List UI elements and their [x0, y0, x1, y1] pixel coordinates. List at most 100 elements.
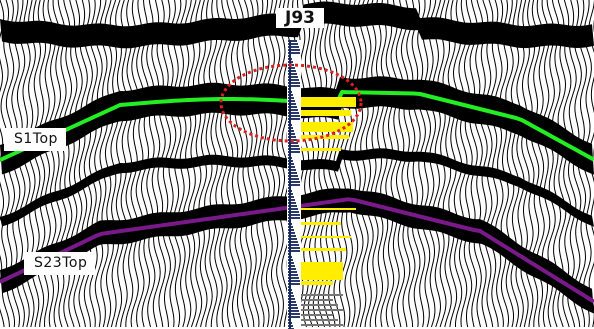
well-log-curve-segment	[288, 82, 300, 84]
well-log-gray-bar	[301, 319, 338, 321]
well-log-curve-segment	[288, 172, 297, 174]
well-log-curve-segment	[288, 76, 298, 78]
well-log-gray-bar	[301, 294, 343, 296]
well-log-curve-segment	[288, 268, 296, 270]
well-log-curve-segment	[288, 241, 298, 243]
well-log-curve-segment	[288, 211, 299, 213]
seismic-trace	[421, 0, 432, 328]
seismic-trace	[395, 0, 406, 328]
well-log-curve-segment	[288, 109, 298, 111]
seismic-trace	[478, 0, 489, 328]
well-log-curve-segment	[288, 100, 295, 102]
seismic-trace	[385, 0, 395, 328]
well-log-curve-segment	[288, 169, 296, 171]
well-log-curve-segment	[288, 247, 300, 249]
pay-zone-bar	[301, 262, 343, 280]
seismic-trace	[94, 0, 104, 328]
well-log-curve-segment	[288, 280, 300, 282]
well-log-curve-segment	[288, 115, 300, 117]
pay-zone-bar	[301, 281, 333, 285]
seismic-trace	[411, 0, 421, 328]
well-log-curve-segment	[288, 199, 295, 201]
seismic-trace	[390, 0, 400, 328]
well-log-curve-segment	[288, 85, 300, 87]
seismic-trace	[374, 0, 385, 328]
well-log-curve-segment	[288, 178, 299, 180]
seismic-trace	[109, 0, 120, 328]
well-log-curve-segment	[288, 301, 296, 303]
s23top-reflector-band	[0, 188, 594, 314]
well-log-gray-bar	[301, 309, 343, 311]
well-log-curve-segment	[288, 151, 300, 153]
well-log-curve-segment	[288, 43, 298, 45]
well-log-curve-segment	[288, 214, 300, 216]
seismic-trace	[99, 0, 109, 328]
well-log-gray-bar	[301, 304, 338, 306]
pay-zone-bar	[301, 135, 349, 139]
horizon-label-s1top: S1Top	[4, 128, 66, 151]
seismic-trace	[484, 0, 494, 328]
pay-zone-bar	[301, 222, 341, 225]
seismic-trace	[494, 0, 504, 328]
seismic-trace	[343, 0, 353, 328]
mid-reflector-band	[0, 148, 594, 227]
well-log-curve-segment	[288, 217, 300, 219]
seismic-trace	[468, 0, 478, 328]
seismic-trace	[348, 0, 359, 328]
well-log-curve-segment	[288, 73, 297, 75]
well-log-curve-segment	[288, 310, 299, 312]
pay-zone-bar	[301, 208, 356, 210]
well-log-curve-segment	[288, 67, 295, 69]
seismic-trace	[104, 0, 114, 328]
seismic-trace	[359, 0, 369, 328]
well-log-curve-segment	[288, 244, 299, 246]
seismic-trace	[400, 0, 411, 328]
seismic-trace	[567, 0, 577, 328]
well-log-curve-segment	[288, 202, 296, 204]
horizon-label-s23top: S23Top	[24, 252, 96, 275]
well-log-curve-segment	[288, 250, 300, 252]
well-log-curve-segment	[288, 145, 299, 147]
pay-zone-bar	[301, 236, 351, 238]
well-log-curve-segment	[288, 166, 295, 168]
well-log-curve-segment	[288, 313, 300, 315]
well-log-curve-segment	[288, 118, 300, 120]
well-log-curve-segment	[288, 298, 295, 300]
well-log-curve-segment	[288, 265, 295, 267]
well-log-curve-segment	[288, 181, 300, 183]
well-log-curve-segment	[288, 70, 296, 72]
well-log-curve-segment	[288, 271, 297, 273]
well-log-curve-segment	[288, 175, 298, 177]
well-log-curve-segment	[288, 277, 299, 279]
well-log-curve-segment	[288, 112, 299, 114]
well-log-curve-segment	[288, 142, 298, 144]
well-log-curve-segment	[288, 40, 297, 42]
seismic-trace	[458, 0, 468, 328]
seismic-trace	[505, 0, 515, 328]
seismic-trace	[515, 0, 525, 328]
well-log-curve-segment	[288, 238, 297, 240]
well-log-curve-segment	[288, 274, 298, 276]
seismic-trace	[364, 0, 374, 328]
pay-zone-bar	[301, 122, 353, 132]
well-log-track	[287, 40, 356, 329]
well-log-gray-bar	[301, 314, 333, 316]
well-borehole-line	[289, 40, 291, 329]
well-log-curve-segment	[288, 106, 297, 108]
well-log-curve-segment	[288, 136, 296, 138]
seismic-trace	[427, 0, 437, 328]
well-log-curve-segment	[288, 79, 299, 81]
seismic-trace	[463, 0, 473, 328]
well-log-curve-segment	[288, 133, 295, 135]
well-log-curve-segment	[288, 148, 300, 150]
pay-zone-bar	[301, 248, 346, 251]
well-log-curve-segment	[288, 304, 297, 306]
seismic-trace	[562, 0, 572, 328]
well-log-curve-segment	[288, 52, 300, 54]
seismic-trace	[510, 0, 520, 328]
well-log-curve-segment	[288, 235, 296, 237]
well-log-curve-segment	[288, 184, 300, 186]
well-log-curve-segment	[288, 49, 300, 51]
highlight-ellipse	[219, 63, 363, 143]
